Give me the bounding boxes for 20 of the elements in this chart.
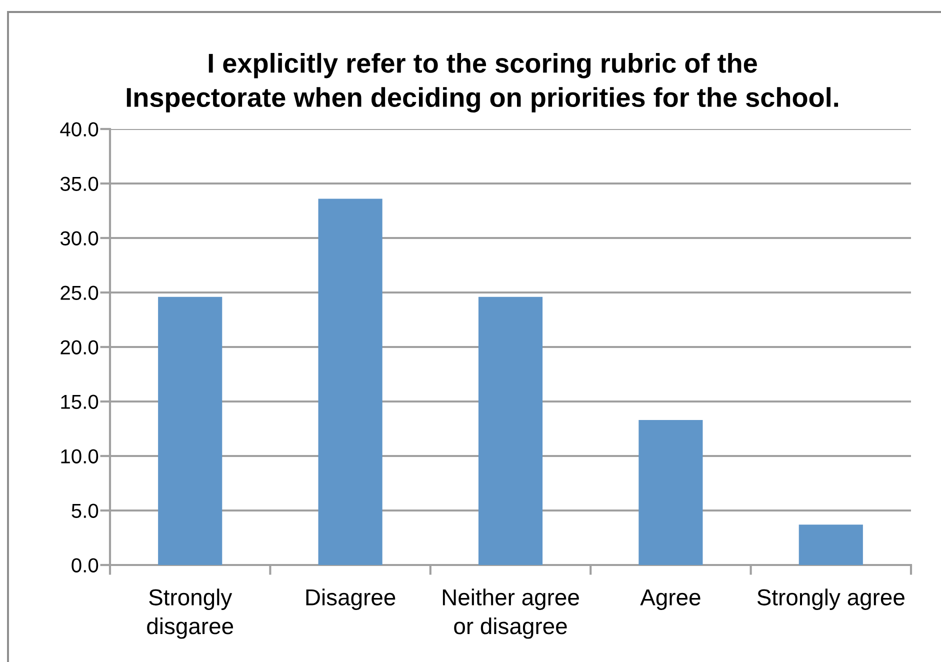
y-tick-label: 5.0 [72,504,98,518]
y-tick-label: 25.0 [60,286,98,300]
chart-title: I explicitly refer to the scoring rubric of the Inspectorate when deciding on priorities for the school. [126,52,838,113]
y-tick-label: 40.0 [60,122,98,136]
x-tick-label: Neither agree or disagree [442,588,579,639]
bar [638,420,703,565]
x-tick-label: Strongly agree [757,588,904,610]
y-tick-label: 35.0 [60,176,98,191]
bar [158,296,222,565]
x-tick-label: Agree [640,589,700,610]
y-tick-label: 20.0 [60,340,98,354]
bar [318,198,382,565]
y-tick-label: 10.0 [61,449,98,464]
x-tick-label: Strongly disgaree [147,588,234,639]
bar [478,296,543,565]
bar [798,524,863,565]
y-tick-label: 30.0 [60,231,98,246]
y-tick-label: 15.0 [61,394,98,409]
y-tick-label: 0.0 [72,558,98,572]
x-tick-label: Disagree [306,588,396,610]
